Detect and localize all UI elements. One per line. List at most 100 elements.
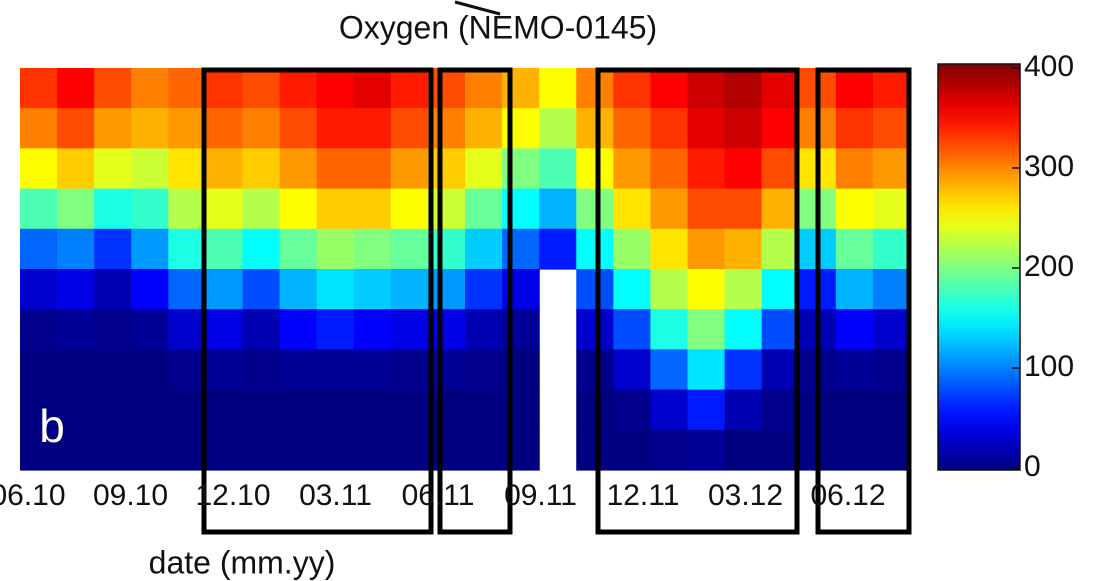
x-tick-label: 12.10 (195, 479, 270, 512)
heatmap-cell (576, 429, 614, 471)
heatmap-cell (316, 108, 355, 149)
heatmap-cell (242, 68, 281, 109)
heatmap-cell (94, 429, 132, 471)
heatmap-cell (205, 148, 244, 190)
highlight-box (201, 67, 434, 535)
heatmap-cell (168, 188, 207, 230)
heatmap-cell (57, 108, 95, 149)
chart-title: Oxygen (NEMO-0145) (339, 9, 657, 45)
heatmap-cell (465, 68, 503, 109)
heatmap-cell (835, 389, 874, 431)
heatmap-cell (353, 389, 392, 431)
x-tick-label: 09.10 (93, 479, 168, 512)
colorbar-tick-label: 300 (1024, 150, 1074, 183)
heatmap-cell (465, 188, 503, 230)
heatmap-cell (835, 269, 874, 310)
heatmap-cell (242, 389, 281, 431)
heatmap-cell (650, 188, 689, 230)
heatmap-cell (131, 429, 169, 471)
heatmap-cell (687, 68, 726, 109)
heatmap-cell (576, 68, 614, 109)
heatmap-cell (761, 269, 800, 310)
heatmap-cell (465, 309, 503, 350)
heatmap-cell (316, 349, 355, 391)
heatmap-cell (835, 228, 874, 270)
heatmap-cell (724, 349, 763, 391)
heatmap-cell (390, 108, 429, 149)
heatmap-cell (761, 68, 800, 109)
heatmap-cell (687, 349, 726, 391)
heatmap-cell (576, 188, 614, 230)
heatmap-cell (872, 269, 911, 310)
heatmap-cell (57, 148, 95, 190)
heatmap-cell (242, 269, 281, 310)
heatmap-cell (576, 349, 614, 391)
heatmap-cell (57, 188, 95, 230)
heatmap-cell (316, 68, 355, 109)
heatmap-cell (205, 68, 244, 109)
colorbar-tick-label: 0 (1024, 450, 1041, 483)
heatmap-cell (279, 269, 318, 310)
heatmap-cell (613, 309, 652, 350)
heatmap-cell (650, 269, 689, 310)
heatmap-cell (131, 108, 169, 149)
heatmap-cell (94, 309, 132, 350)
x-tick-label: 12.11 (607, 479, 680, 512)
heatmap-cell (687, 188, 726, 230)
heatmap-cell (576, 309, 614, 350)
heatmap-cell (427, 228, 466, 270)
heatmap-cell (131, 148, 169, 190)
heatmap-cell (20, 188, 58, 230)
heatmap-cell (94, 108, 132, 149)
heatmap-cell (242, 429, 281, 471)
heatmap-cell (242, 349, 281, 391)
heatmap-cell (353, 188, 392, 230)
heatmap-cell (205, 188, 244, 230)
x-tick-label: 06.12 (810, 479, 885, 512)
heatmap-cell (20, 108, 58, 149)
heatmap-cell (353, 429, 392, 471)
heatmap-cell (427, 269, 466, 310)
heatmap-cell (539, 228, 577, 270)
panel-label: b (39, 400, 65, 452)
heatmap-cell (316, 148, 355, 190)
heatmap-cell (724, 389, 763, 431)
heatmap-cell (20, 429, 58, 471)
heatmap-cell (94, 148, 132, 190)
heatmap-cell (390, 228, 429, 270)
heatmap-cell (761, 148, 800, 190)
heatmap-cell (131, 269, 169, 310)
heatmap-cell (57, 68, 95, 109)
heatmap-cell (872, 68, 911, 109)
heatmap-cell (427, 68, 466, 109)
heatmap-cell (94, 68, 132, 109)
heatmap-cell (613, 228, 652, 270)
heatmap-cell (427, 188, 466, 230)
heatmap-cell (724, 309, 763, 350)
heatmap-cell (687, 429, 726, 471)
heatmap-cell (168, 349, 207, 391)
heatmap-cell (57, 309, 95, 350)
heatmap-cell (539, 108, 577, 149)
heatmap-cell (650, 309, 689, 350)
heatmap-cell (205, 349, 244, 391)
heatmap-cell (390, 349, 429, 391)
heatmap-cell (205, 228, 244, 270)
heatmap-cell (353, 349, 392, 391)
heatmap-cell (872, 188, 911, 230)
heatmap-cell (20, 148, 58, 190)
heatmap-cell (131, 68, 169, 109)
x-tick-label: 03.11 (299, 479, 372, 512)
heatmap-cell (390, 309, 429, 350)
heatmap-cell (316, 309, 355, 350)
heatmap-cell (316, 429, 355, 471)
heatmap-cell (465, 349, 503, 391)
heatmap-cell (650, 429, 689, 471)
heatmap-cell (353, 68, 392, 109)
heatmap-cell (576, 108, 614, 149)
heatmap-cell (242, 188, 281, 230)
heatmap-cell (465, 269, 503, 310)
heatmap-cell (390, 68, 429, 109)
annotation-stroke (454, 0, 501, 16)
heatmap-cell (613, 148, 652, 190)
